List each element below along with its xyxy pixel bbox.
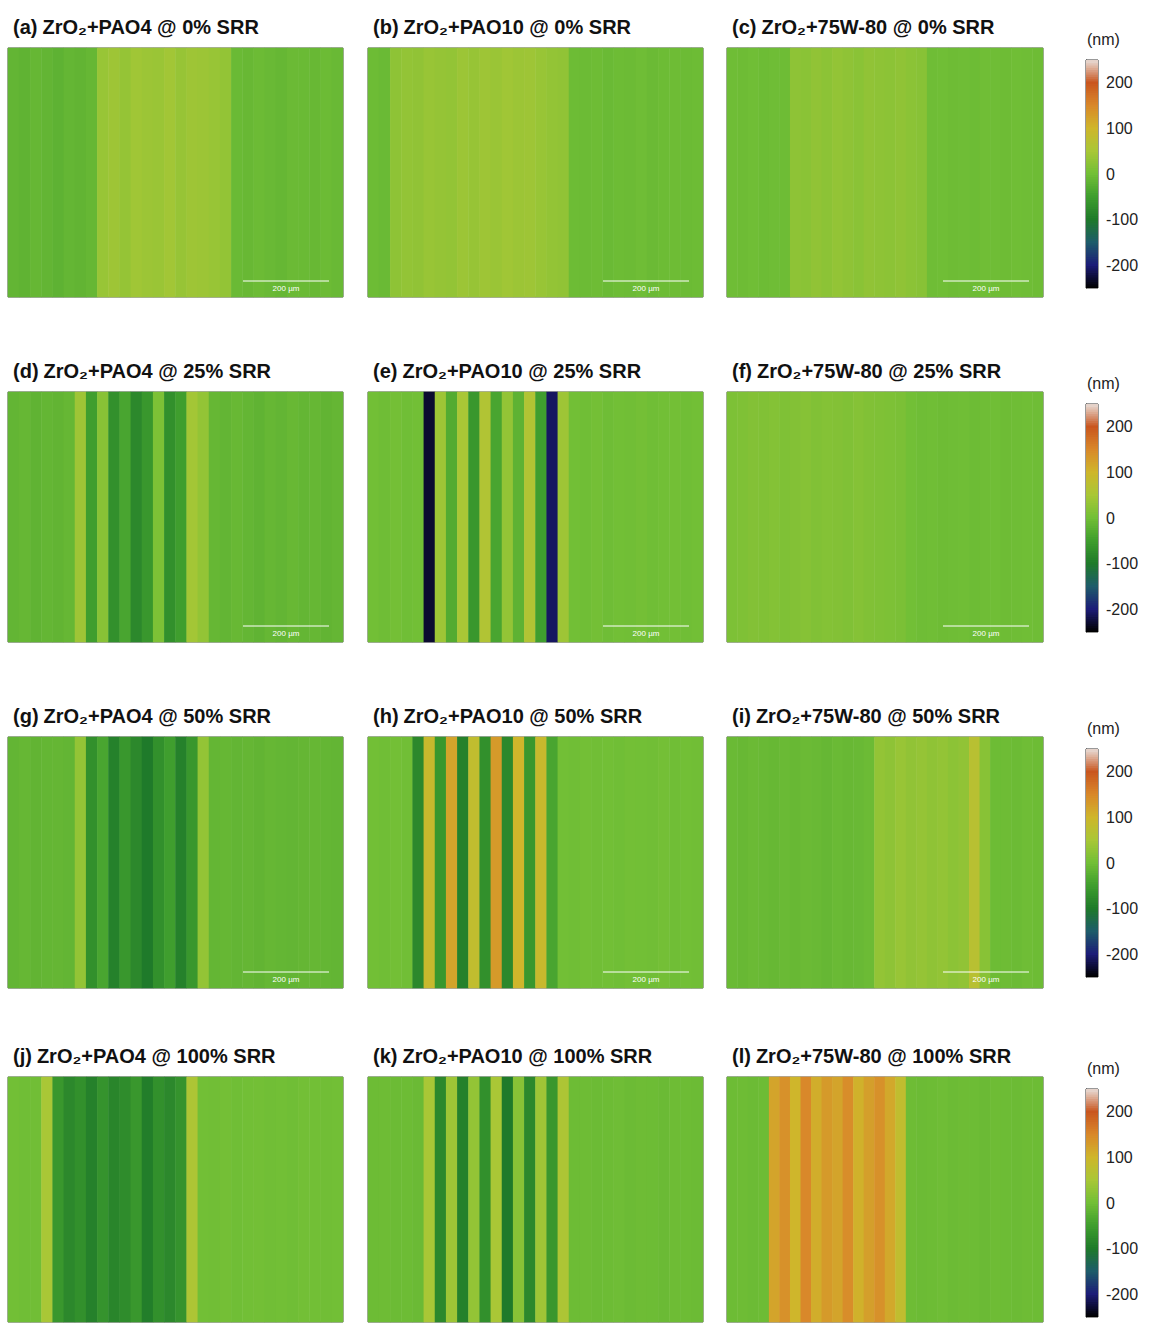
svg-text:100: 100 xyxy=(1106,1149,1133,1166)
svg-text:(g): (g) xyxy=(13,705,39,727)
svg-text:(c): (c) xyxy=(732,16,756,38)
svg-text:100: 100 xyxy=(1106,120,1133,137)
svg-text:(a): (a) xyxy=(13,16,37,38)
svg-text:(h): (h) xyxy=(373,705,399,727)
svg-text:-100: -100 xyxy=(1106,555,1138,572)
svg-text:0: 0 xyxy=(1106,510,1115,527)
svg-text:ZrO₂+PAO10 @ 0% SRR: ZrO₂+PAO10 @ 0% SRR xyxy=(404,16,632,38)
svg-text:200: 200 xyxy=(1106,763,1133,780)
svg-text:ZrO₂+PAO4 @ 0% SRR: ZrO₂+PAO4 @ 0% SRR xyxy=(42,16,259,38)
svg-text:200 µm: 200 µm xyxy=(273,629,300,638)
svg-text:ZrO₂+PAO10 @ 50% SRR: ZrO₂+PAO10 @ 50% SRR xyxy=(404,705,643,727)
svg-text:ZrO₂+75W-80 @ 50% SRR: ZrO₂+75W-80 @ 50% SRR xyxy=(756,705,1001,727)
svg-text:(e): (e) xyxy=(373,360,397,382)
svg-text:(nm): (nm) xyxy=(1087,375,1120,392)
svg-text:200 µm: 200 µm xyxy=(273,975,300,984)
svg-text:0: 0 xyxy=(1106,855,1115,872)
svg-text:(f): (f) xyxy=(732,360,752,382)
svg-text:(l): (l) xyxy=(732,1045,751,1067)
svg-text:(nm): (nm) xyxy=(1087,720,1120,737)
svg-text:ZrO₂+PAO10 @ 100% SRR: ZrO₂+PAO10 @ 100% SRR xyxy=(402,1045,652,1067)
svg-text:-100: -100 xyxy=(1106,1240,1138,1257)
svg-text:200 µm: 200 µm xyxy=(273,284,300,293)
svg-text:-100: -100 xyxy=(1106,211,1138,228)
svg-text:(i): (i) xyxy=(732,705,751,727)
svg-text:100: 100 xyxy=(1106,809,1133,826)
svg-text:-200: -200 xyxy=(1106,601,1138,618)
svg-text:(d): (d) xyxy=(13,360,39,382)
svg-text:200: 200 xyxy=(1106,418,1133,435)
svg-text:(j): (j) xyxy=(13,1045,32,1067)
svg-text:0: 0 xyxy=(1106,166,1115,183)
svg-text:(nm): (nm) xyxy=(1087,31,1120,48)
svg-text:(b): (b) xyxy=(373,16,399,38)
svg-text:ZrO₂+PAO10 @ 25% SRR: ZrO₂+PAO10 @ 25% SRR xyxy=(402,360,641,382)
svg-text:200 µm: 200 µm xyxy=(633,629,660,638)
svg-text:ZrO₂+75W-80 @ 25% SRR: ZrO₂+75W-80 @ 25% SRR xyxy=(757,360,1002,382)
svg-text:(k): (k) xyxy=(373,1045,397,1067)
svg-text:ZrO₂+PAO4 @ 50% SRR: ZrO₂+PAO4 @ 50% SRR xyxy=(44,705,272,727)
svg-text:200: 200 xyxy=(1106,74,1133,91)
svg-text:200 µm: 200 µm xyxy=(973,284,1000,293)
svg-text:ZrO₂+PAO4 @ 25% SRR: ZrO₂+PAO4 @ 25% SRR xyxy=(44,360,272,382)
svg-text:ZrO₂+75W-80 @ 0% SRR: ZrO₂+75W-80 @ 0% SRR xyxy=(761,16,995,38)
svg-text:-200: -200 xyxy=(1106,946,1138,963)
svg-text:200 µm: 200 µm xyxy=(973,975,1000,984)
svg-text:200 µm: 200 µm xyxy=(633,975,660,984)
svg-text:200 µm: 200 µm xyxy=(973,629,1000,638)
svg-text:ZrO₂+75W-80 @ 100% SRR: ZrO₂+75W-80 @ 100% SRR xyxy=(756,1045,1012,1067)
svg-text:200: 200 xyxy=(1106,1103,1133,1120)
svg-text:-100: -100 xyxy=(1106,900,1138,917)
svg-text:-200: -200 xyxy=(1106,257,1138,274)
svg-text:0: 0 xyxy=(1106,1195,1115,1212)
svg-text:-200: -200 xyxy=(1106,1286,1138,1303)
svg-text:100: 100 xyxy=(1106,464,1133,481)
svg-text:(nm): (nm) xyxy=(1087,1060,1120,1077)
svg-text:ZrO₂+PAO4 @ 100% SRR: ZrO₂+PAO4 @ 100% SRR xyxy=(37,1045,276,1067)
svg-text:200 µm: 200 µm xyxy=(633,284,660,293)
